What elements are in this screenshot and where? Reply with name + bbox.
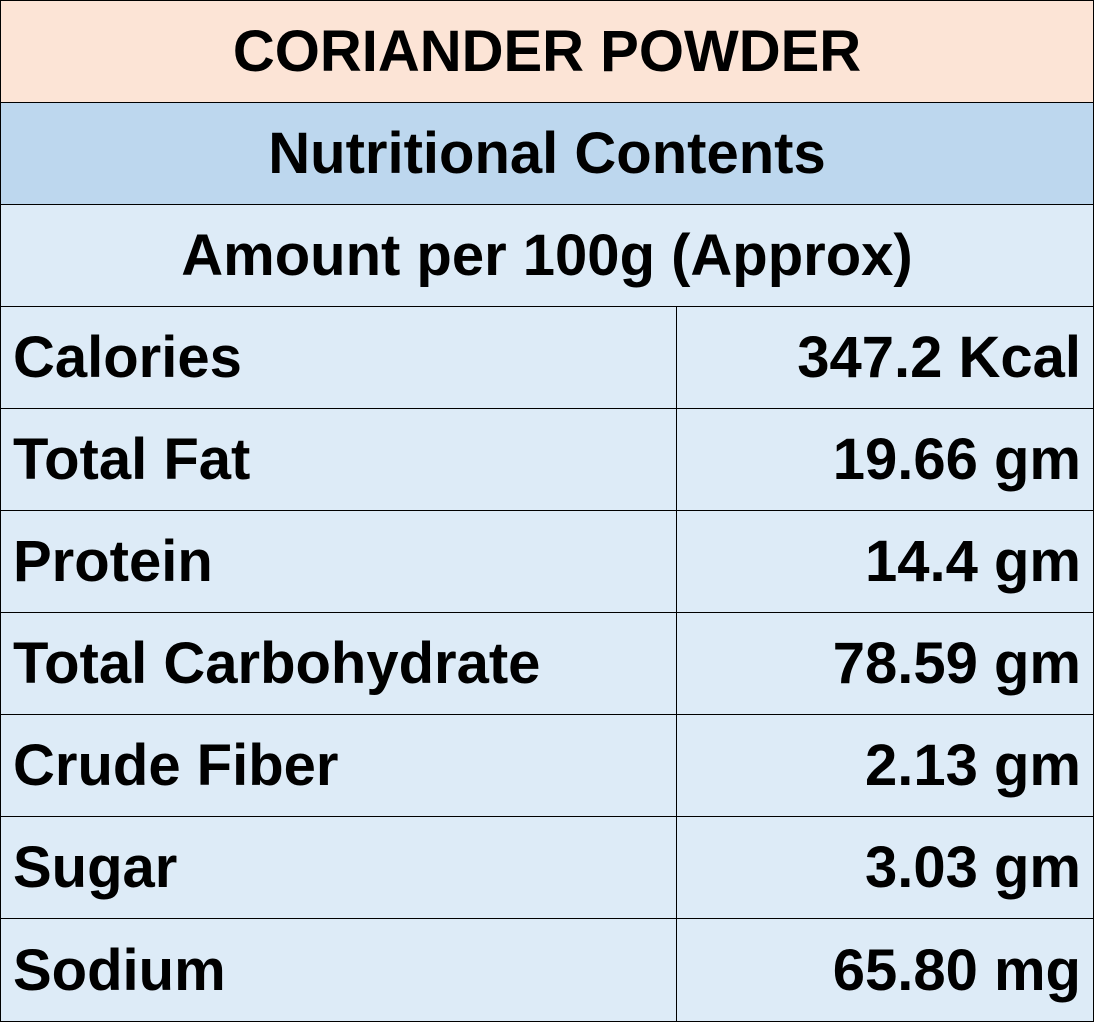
table-note: Amount per 100g (Approx) <box>0 204 1094 307</box>
nutrient-name: Sodium <box>0 918 677 1022</box>
table-title: CORIANDER POWDER <box>0 0 1094 103</box>
nutrient-name: Sugar <box>0 816 677 919</box>
nutrient-amount: 2.13 gm <box>676 714 1094 817</box>
nutrient-amount: 14.4 gm <box>676 510 1094 613</box>
nutrient-name: Protein <box>0 510 677 613</box>
nutrient-name: Total Carbohydrate <box>0 612 677 715</box>
nutrient-name: Calories <box>0 306 677 409</box>
nutrient-amount: 347.2 Kcal <box>676 306 1094 409</box>
nutrient-name: Crude Fiber <box>0 714 677 817</box>
table-subtitle: Nutritional Contents <box>0 102 1094 205</box>
nutrient-amount: 3.03 gm <box>676 816 1094 919</box>
nutrient-name: Total Fat <box>0 408 677 511</box>
nutrient-amount: 65.80 mg <box>676 918 1094 1022</box>
nutrient-amount: 78.59 gm <box>676 612 1094 715</box>
nutrient-amount: 19.66 gm <box>676 408 1094 511</box>
